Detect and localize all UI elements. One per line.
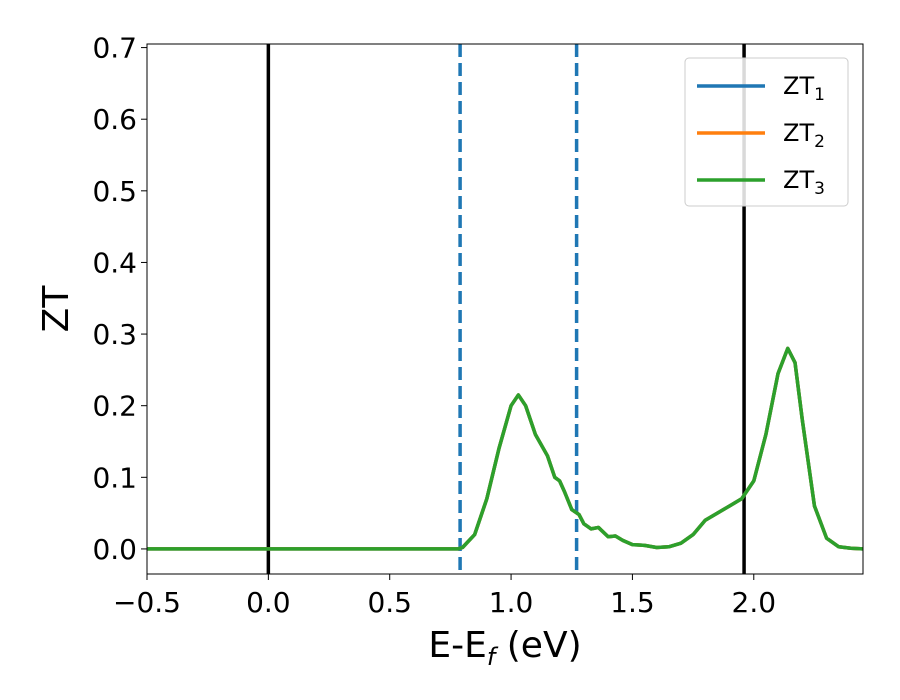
x-tick-label: 0.5 — [367, 586, 412, 619]
plot-frame — [146, 43, 864, 575]
series-line-zt1 — [147, 346, 863, 551]
series-line-zt2 — [147, 346, 863, 551]
y-tick-label: 0.1 — [92, 461, 137, 494]
y-tick-label: 0.6 — [92, 103, 137, 136]
legend-label-zt2: ZT2 — [783, 119, 825, 152]
x-axis-label-main: E-E — [428, 625, 486, 666]
y-tick-label: 0.7 — [92, 32, 137, 65]
y-tick-label: 0.3 — [92, 318, 137, 351]
series-line-zt3 — [147, 346, 863, 551]
y-tick-label: 0.4 — [92, 246, 137, 279]
x-tick-label: 1.0 — [489, 586, 534, 619]
legend-label-zt1: ZT1 — [783, 72, 825, 105]
y-axis-ticks: 0.0 0.1 0.2 0.3 0.4 0.5 0.6 0.7 — [92, 32, 147, 566]
y-tick-label: 0.2 — [92, 390, 137, 423]
y-tick-label: 0.5 — [92, 175, 137, 208]
y-axis-label: ZT — [36, 285, 77, 333]
x-tick-label: 2.0 — [732, 586, 777, 619]
legend-label-zt3: ZT3 — [783, 166, 825, 199]
x-axis-label: E-Ef (eV) — [428, 625, 581, 671]
data-series — [147, 346, 863, 551]
x-tick-label: 1.5 — [610, 586, 655, 619]
x-tick-label: 0.0 — [246, 586, 291, 619]
legend-box — [684, 57, 849, 207]
reference-lines — [266, 44, 746, 574]
y-tick-label: 0.0 — [92, 533, 137, 566]
legend: ZT1 ZT2 ZT3 — [684, 57, 849, 207]
x-axis-ticks: −0.5 0.0 0.5 1.0 1.5 2.0 — [113, 574, 776, 619]
x-axis-label-unit: (eV) — [495, 625, 581, 666]
x-tick-label: −0.5 — [113, 586, 181, 619]
